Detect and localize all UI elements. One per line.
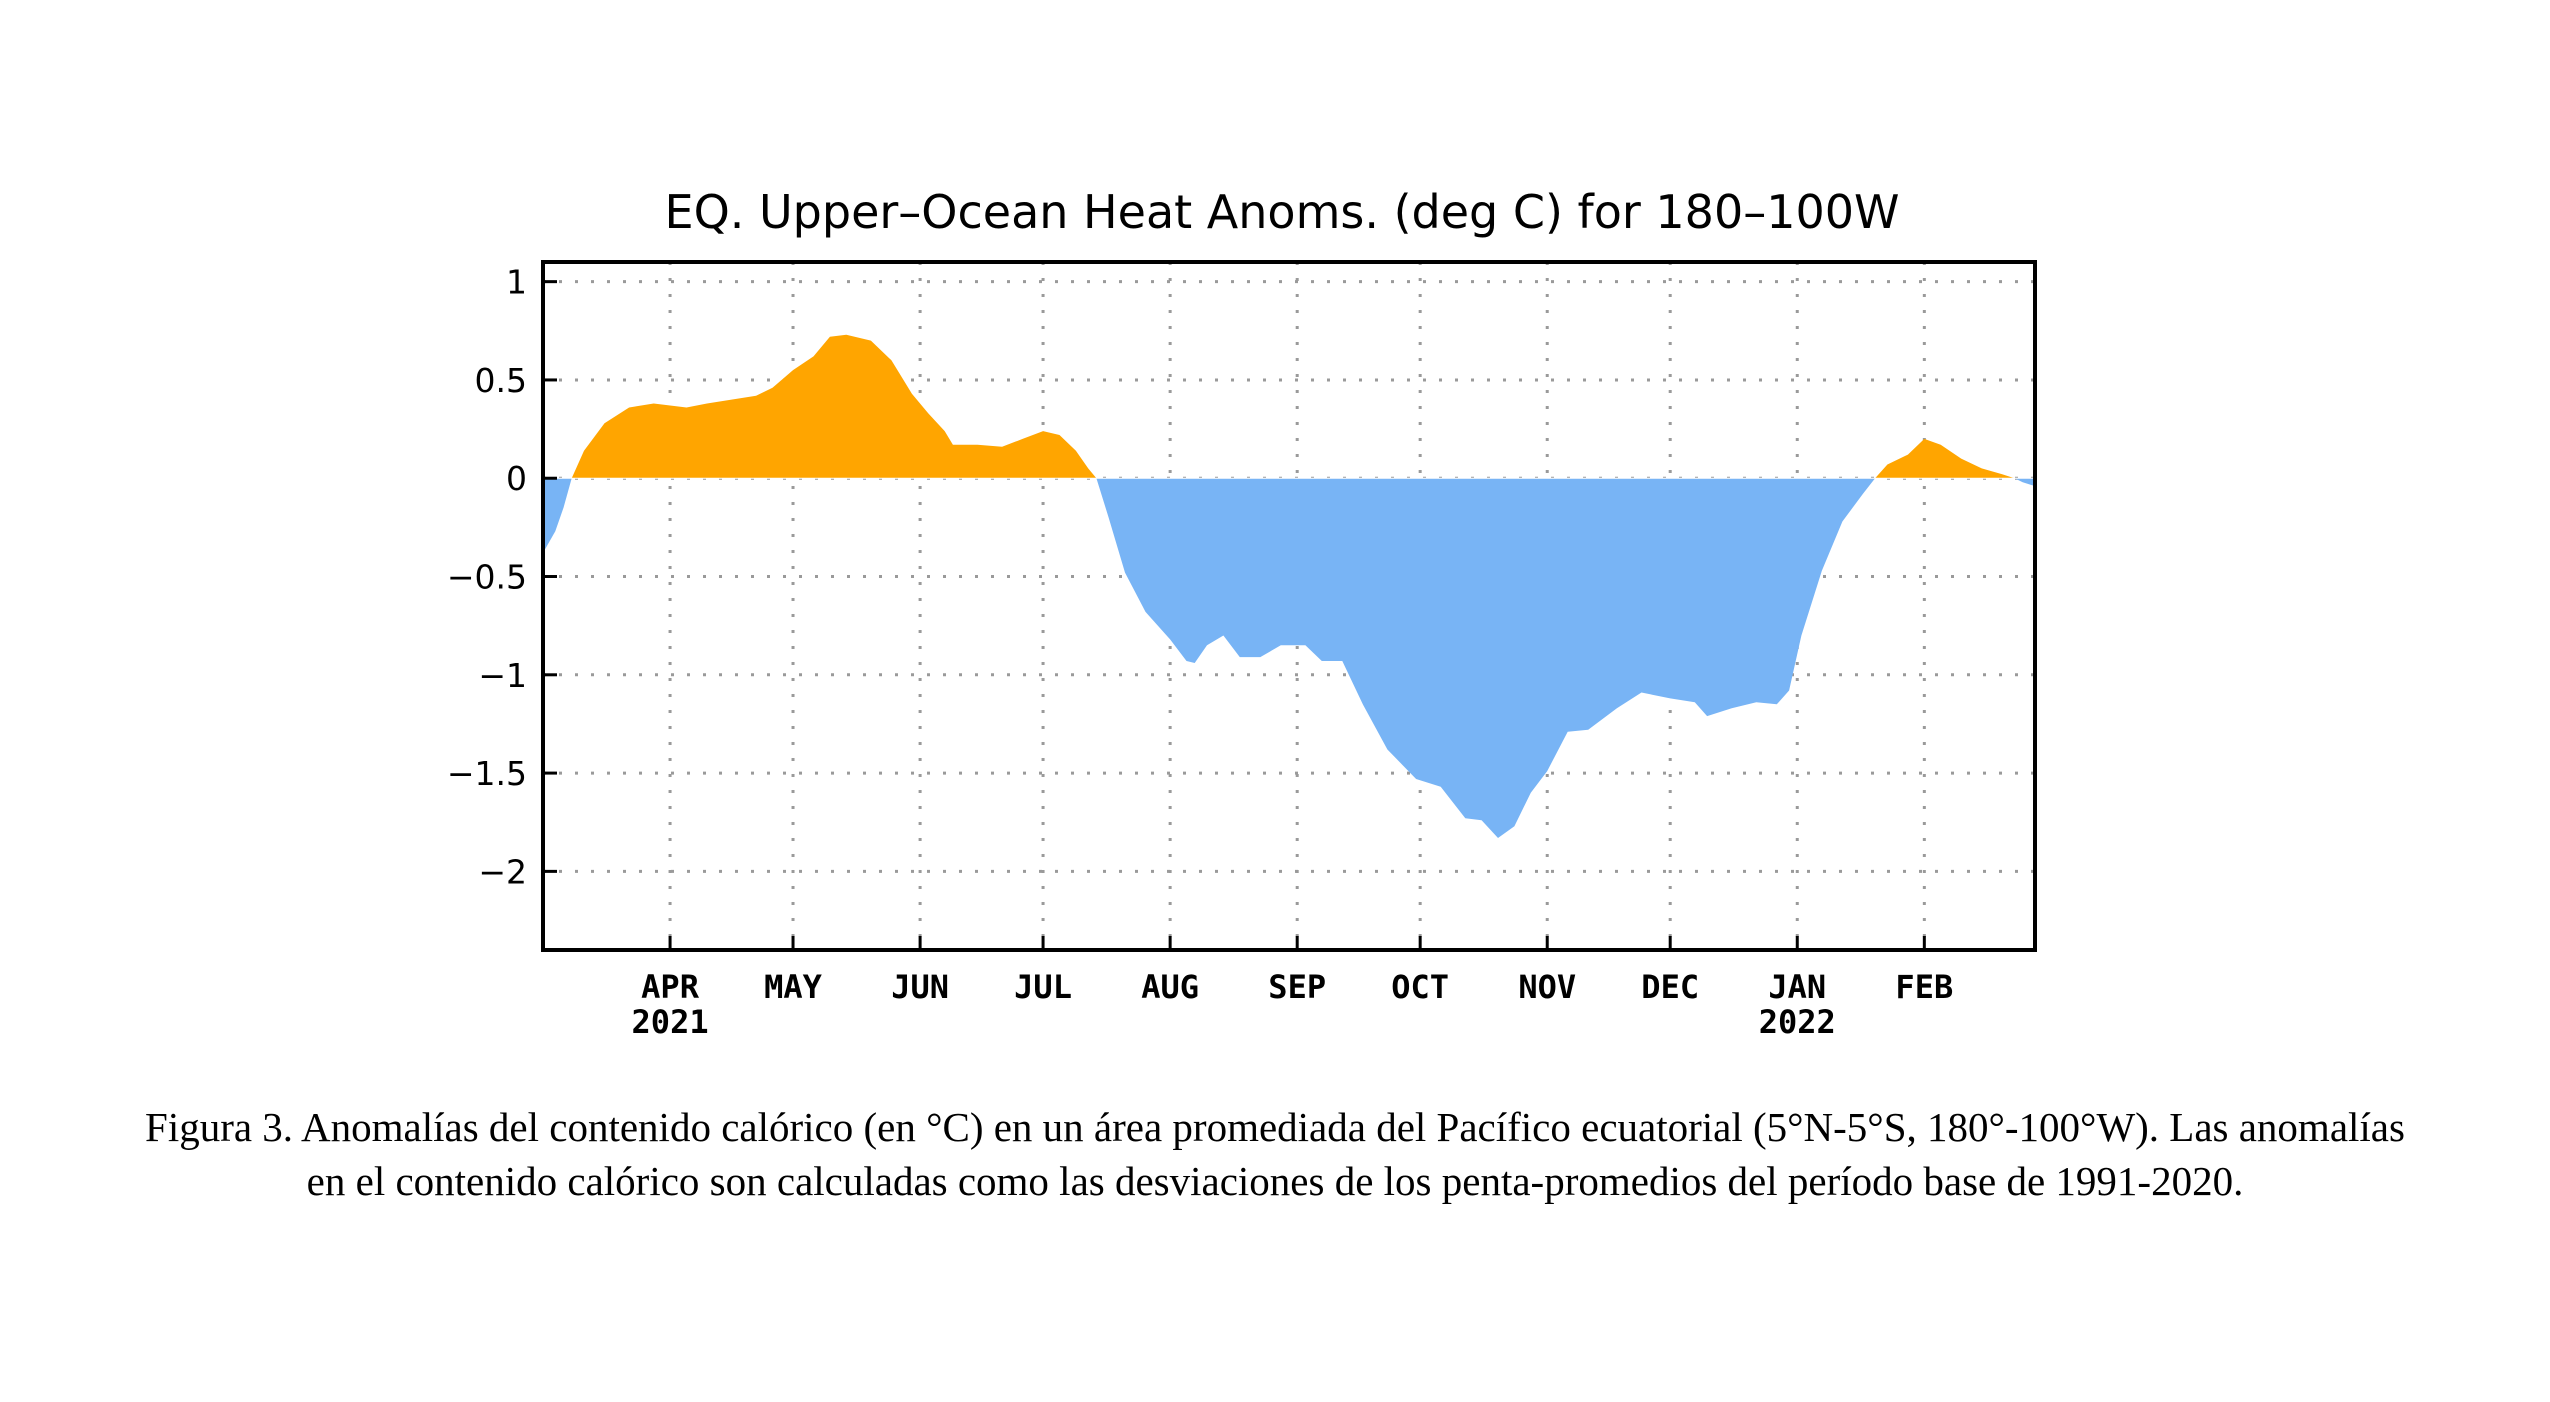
y-tick-label: −1	[478, 656, 527, 695]
y-tick-label: −2	[478, 852, 527, 891]
negative-anomaly-area	[1096, 478, 1876, 838]
x-tick-label: AUG	[1141, 968, 1199, 1006]
y-tick-label: 0	[506, 459, 527, 498]
x-tick-label: MAY	[764, 968, 823, 1006]
x-tick-year: 2021	[632, 1003, 709, 1041]
negative-anomaly-area	[543, 478, 572, 553]
heat-anomaly-chart: EQ. Upper–Ocean Heat Anoms. (deg C) for …	[447, 185, 2037, 1041]
figure-caption: Figura 3. Anomalías del contenido calóri…	[145, 1104, 2405, 1204]
anomaly-areas	[543, 334, 2035, 838]
x-tick-year: 2022	[1759, 1003, 1836, 1041]
y-tick-label: −0.5	[447, 558, 527, 597]
positive-anomaly-area	[1875, 438, 2015, 479]
x-tick-label: SEP	[1268, 968, 1326, 1006]
x-tick-label: APR	[641, 968, 700, 1006]
x-tick-label: FEB	[1895, 968, 1953, 1006]
plot-frame	[541, 260, 2037, 952]
x-tick-label: JUL	[1014, 968, 1072, 1006]
chart-title: EQ. Upper–Ocean Heat Anoms. (deg C) for …	[665, 185, 1900, 239]
y-tick-label: 0.5	[475, 361, 527, 400]
y-tick-label: 1	[506, 263, 527, 302]
negative-anomaly-area	[2014, 478, 2035, 487]
positive-anomaly-area	[571, 334, 1097, 479]
x-tick-label: JUN	[891, 968, 949, 1006]
x-tick-label: DEC	[1641, 968, 1699, 1006]
x-tick-label: JAN	[1768, 968, 1826, 1006]
x-tick-label: OCT	[1391, 968, 1449, 1006]
y-tick-label: −1.5	[447, 754, 527, 793]
y-axis-ticks: 1 0.5 0 −0.5 −1 −1.5 −2	[447, 263, 557, 891]
x-tick-label: NOV	[1518, 968, 1576, 1006]
